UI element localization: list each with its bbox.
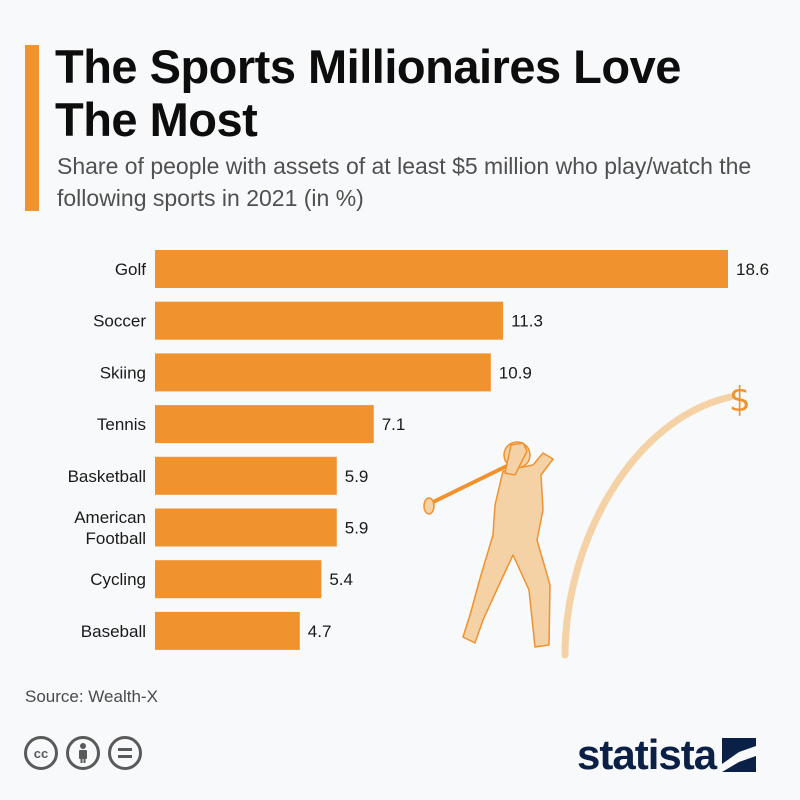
bar-basketball (155, 456, 337, 495)
data-label: 4.7 (308, 622, 332, 641)
data-label: 5.9 (345, 467, 369, 486)
bar-american-football (155, 508, 337, 547)
bar-chart: 18.6 Golf 11.3 Soccer 10.9 Skiing 7.1 Tennis 5.9… (68, 250, 769, 650)
bar-baseball (155, 611, 300, 650)
cc-icon[interactable]: cc (24, 736, 58, 770)
bar-skiing (155, 353, 491, 392)
person-icon[interactable] (66, 736, 100, 770)
data-label: 5.9 (345, 519, 369, 538)
category-label-line: Golf (115, 260, 146, 279)
bar-golf (155, 250, 728, 288)
category-label-line: Tennis (97, 415, 146, 434)
data-label: 10.9 (499, 363, 532, 382)
equals-icon[interactable] (108, 736, 142, 770)
source-note: Source: Wealth-X (25, 687, 158, 706)
golfer-silhouette (423, 441, 554, 648)
category-label: Golf (115, 260, 146, 279)
category-label-line: American (74, 508, 146, 527)
data-label: 5.4 (329, 570, 353, 589)
category-label-line: Basketball (68, 467, 146, 486)
statista-logo[interactable]: statista (577, 731, 757, 778)
chart-subtitle: Share of people with assets of at least … (57, 153, 752, 211)
accent-bar (25, 45, 39, 211)
category-label: Tennis (97, 415, 146, 434)
data-label: 7.1 (382, 415, 406, 434)
category-label: Basketball (68, 467, 146, 486)
category-label-line: Skiing (100, 363, 146, 382)
chart-title: The Sports Millionaires Love The Most (55, 40, 681, 146)
data-label: 11.3 (511, 312, 543, 331)
category-label: Cycling (90, 570, 146, 589)
statista-mark-icon (722, 738, 757, 772)
logo-wordmark: statista (577, 731, 717, 778)
category-label: Baseball (81, 622, 146, 641)
data-label: 18.6 (736, 260, 769, 279)
bar-tennis (155, 405, 374, 444)
golfer-illustration: $ (423, 380, 751, 659)
category-label-line: Cycling (90, 570, 146, 589)
category-label-line: Soccer (93, 312, 146, 331)
category-label: American Football (74, 508, 146, 548)
category-label-line: Baseball (81, 622, 146, 641)
dollar-icon: $ (729, 380, 751, 420)
bar-cycling (155, 560, 322, 599)
money-arc (561, 393, 734, 659)
category-label: Soccer (93, 312, 146, 331)
bar-soccer (155, 301, 504, 340)
license-icons: cc (24, 736, 142, 770)
category-label: Skiing (100, 363, 146, 382)
category-label-line: Football (86, 529, 146, 548)
